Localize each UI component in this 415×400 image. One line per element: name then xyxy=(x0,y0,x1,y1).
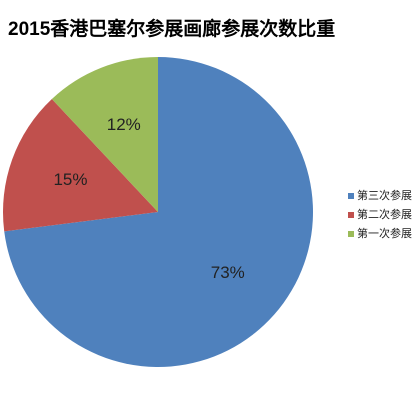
data-label: 12% xyxy=(107,115,141,134)
legend-label: 第二次参展 xyxy=(357,207,412,221)
data-label: 73% xyxy=(211,263,245,282)
pie-slice xyxy=(2,99,158,232)
pie-slice xyxy=(51,57,158,212)
data-label: 15% xyxy=(53,170,87,189)
legend-label: 第三次参展 xyxy=(357,188,412,202)
legend-swatch xyxy=(348,212,354,218)
legend-label: 第一次参展 xyxy=(357,226,412,240)
chart-title: 2015香港巴塞尔参展画廊参展次数比重 xyxy=(8,17,335,40)
pie-slice xyxy=(4,57,313,368)
legend-swatch xyxy=(348,231,354,237)
legend-swatch xyxy=(348,193,354,199)
